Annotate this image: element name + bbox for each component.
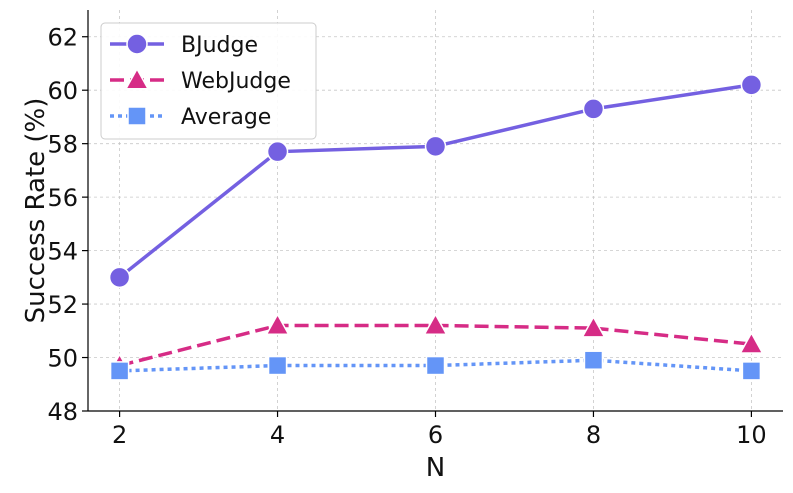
data-point (740, 74, 763, 96)
series-bjudge (108, 74, 763, 289)
y-tick-label: 58 (47, 131, 78, 159)
y-tick-label: 56 (47, 184, 78, 212)
legend-marker (127, 106, 147, 126)
legend-item: Average (110, 105, 271, 130)
y-tick-label: 48 (47, 398, 78, 426)
data-point (109, 361, 130, 381)
legend-label: WebJudge (181, 69, 291, 94)
data-point (266, 140, 289, 163)
ticks: 2 4 6 8 10 48 50 52 54 56 58 60 62 (47, 24, 766, 449)
data-point (583, 350, 604, 370)
data-point (108, 266, 131, 289)
legend: BJudge WebJudge Average (100, 22, 317, 140)
legend-label: Average (181, 105, 271, 130)
data-point (425, 355, 446, 376)
data-point (424, 135, 447, 158)
y-tick-label: 50 (47, 345, 78, 373)
x-tick-label: 6 (428, 421, 443, 449)
y-tick-label: 62 (47, 24, 78, 52)
legend-item: WebJudge (110, 67, 291, 94)
series (107, 74, 764, 381)
data-point (741, 361, 762, 381)
data-point (265, 312, 290, 336)
legend-marker (126, 33, 148, 55)
y-tick-label: 52 (47, 291, 78, 319)
data-point (582, 98, 605, 120)
y-tick-label: 54 (47, 238, 78, 266)
data-point (267, 355, 288, 376)
legend-label: BJudge (181, 33, 258, 58)
x-tick-label: 4 (270, 421, 285, 449)
legend-item: BJudge (110, 33, 258, 58)
data-point (739, 331, 764, 354)
data-point (581, 315, 606, 338)
x-tick-label: 10 (736, 421, 767, 449)
legend-box (100, 22, 317, 140)
legend-marker (124, 67, 150, 90)
data-point (423, 312, 448, 336)
series-average (109, 350, 762, 381)
y-axis-label: Success Rate (%) (21, 98, 51, 324)
y-tick-label: 60 (47, 77, 78, 105)
x-axis-label: N (426, 453, 445, 483)
x-tick-label: 8 (586, 421, 601, 449)
x-tick-label: 2 (112, 421, 127, 449)
